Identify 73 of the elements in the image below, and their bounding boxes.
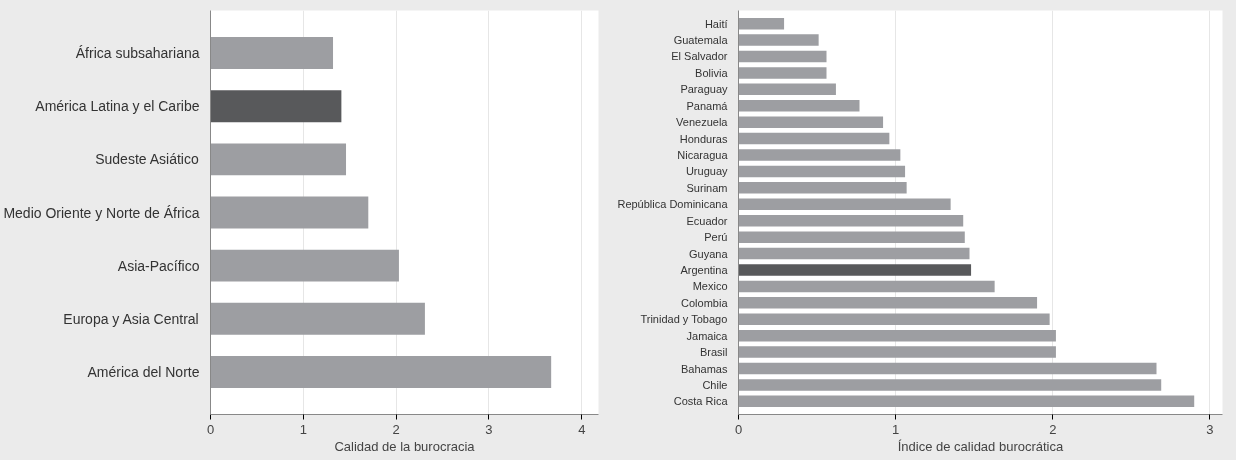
- bar: [210, 90, 342, 123]
- y-tick-label: El Salvador: [671, 50, 728, 63]
- y-tick-label: Paraguay: [680, 83, 728, 96]
- x-axis-title: Calidad de la burocracia: [334, 438, 476, 454]
- y-tick-label: Asia-Pacífico: [117, 257, 200, 274]
- bar: [738, 165, 906, 178]
- y-tick-label: Bolivia: [695, 66, 729, 79]
- y-tick-label: Uruguay: [685, 165, 728, 178]
- bar: [738, 116, 884, 128]
- bar: [210, 143, 347, 176]
- bar: [738, 67, 827, 79]
- y-tick-label: Colombia: [681, 296, 729, 309]
- x-axis-title: Índice de calidad burocrática: [897, 438, 1065, 454]
- y-tick-label: Jamaica: [686, 329, 729, 342]
- bar: [738, 264, 972, 276]
- y-tick-label: África subsahariana: [75, 45, 200, 62]
- y-tick-label: Europa y Asia Central: [63, 310, 199, 327]
- bar: [738, 17, 785, 30]
- bar: [738, 182, 907, 194]
- bar: [738, 198, 951, 211]
- bar: [738, 149, 901, 161]
- bar: [738, 280, 995, 293]
- y-tick-label: Haití: [704, 17, 728, 30]
- bar: [210, 302, 425, 335]
- bar: [210, 249, 399, 282]
- y-tick-label: Brasil: [699, 346, 728, 359]
- bar: [738, 395, 1195, 408]
- x-tick-label: 4: [578, 421, 586, 437]
- y-tick-label: Guyana: [688, 247, 729, 260]
- y-tick-label: Surinam: [686, 181, 728, 194]
- bar: [210, 37, 334, 69]
- y-tick-label: Ecuador: [686, 214, 728, 227]
- bar: [738, 214, 964, 227]
- x-tick-label: 1: [299, 421, 307, 437]
- y-tick-label: Panamá: [686, 99, 729, 112]
- bar: [738, 100, 860, 112]
- bar: [738, 329, 1056, 342]
- bar: [738, 247, 970, 260]
- y-tick-label: Costa Rica: [673, 395, 729, 408]
- y-tick-label: República Dominicana: [617, 198, 729, 211]
- bar: [210, 196, 369, 229]
- y-tick-label: Venezuela: [676, 116, 729, 129]
- y-tick-label: América Latina y el Caribe: [35, 98, 200, 115]
- bar: [738, 132, 890, 145]
- bar: [738, 297, 1038, 309]
- x-tick-label: 3: [485, 421, 493, 437]
- y-tick-label: Bahamas: [681, 362, 728, 375]
- y-tick-label: Mexico: [692, 280, 728, 293]
- y-tick-label: Guatemala: [673, 34, 729, 47]
- y-tick-label: Medio Oriente y Norte de África: [3, 204, 200, 221]
- bar: [738, 362, 1157, 375]
- y-tick-label: Argentina: [680, 263, 729, 276]
- y-tick-label: América del Norte: [87, 363, 200, 380]
- x-tick-label: 0: [734, 421, 743, 437]
- y-tick-label: Chile: [702, 378, 728, 391]
- x-tick-label: 2: [392, 421, 400, 437]
- y-tick-label: Nicaragua: [677, 149, 729, 162]
- y-tick-label: Perú: [704, 231, 728, 244]
- y-tick-label: Trinidad y Tobago: [640, 313, 728, 326]
- bar: [738, 231, 965, 243]
- bar: [738, 346, 1056, 358]
- bar: [738, 34, 819, 46]
- bar: [738, 83, 836, 96]
- x-tick-label: 3: [1206, 421, 1214, 437]
- x-tick-label: 2: [1049, 421, 1057, 437]
- bar: [738, 313, 1050, 325]
- y-tick-label: Sudeste Asiático: [95, 151, 199, 168]
- bar: [210, 356, 552, 388]
- x-tick-label: 1: [892, 421, 900, 437]
- y-tick-label: Honduras: [679, 132, 728, 145]
- bar: [738, 50, 827, 63]
- x-tick-label: 0: [206, 421, 215, 437]
- bar: [738, 379, 1162, 391]
